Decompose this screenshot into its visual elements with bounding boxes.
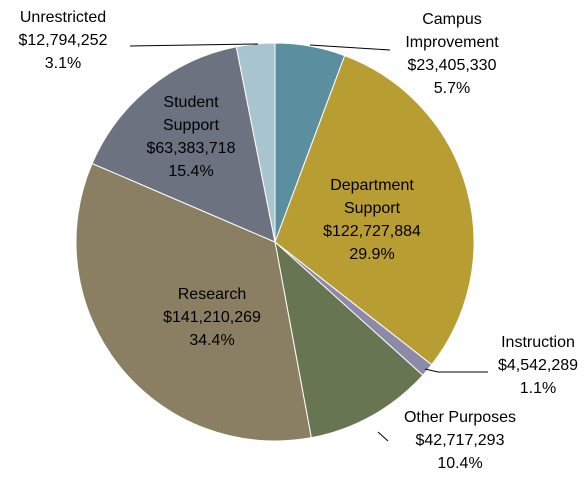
slice-value: $12,794,252 [19,32,108,49]
pie-slice [274,240,424,439]
pie-slice [274,54,475,366]
slice-percent: 3.1% [45,55,81,72]
slice-value: $4,542,289 [498,357,578,374]
slice-percent: 34.4% [189,332,234,349]
slice-value: $63,383,718 [147,140,236,157]
leader-line [129,43,259,47]
slice-value: $23,405,330 [408,57,497,74]
slice-label: Unrestricted [20,9,106,26]
slice-percent: 10.4% [437,455,482,472]
slice-label: Instruction [501,334,575,351]
slice-percent: 29.9% [349,246,394,263]
slice-percent: 15.4% [168,163,213,180]
leader-line [309,44,391,51]
slice-label: Other Purposes [404,409,516,426]
slice-value: $42,717,293 [416,432,505,449]
slice-label: Student Support [163,94,220,134]
slice-value: $141,210,269 [163,309,261,326]
slice-value: $122,727,884 [323,223,421,240]
pie-slice [91,46,276,243]
slice-label: Research [178,286,246,303]
slice-percent: 5.7% [434,80,470,97]
slice-label: Department Support [330,177,414,217]
leader-line [424,368,488,373]
leader-line [377,431,389,442]
slice-label: Campus Improvement [405,11,499,51]
slice-percent: 1.1% [520,380,556,397]
